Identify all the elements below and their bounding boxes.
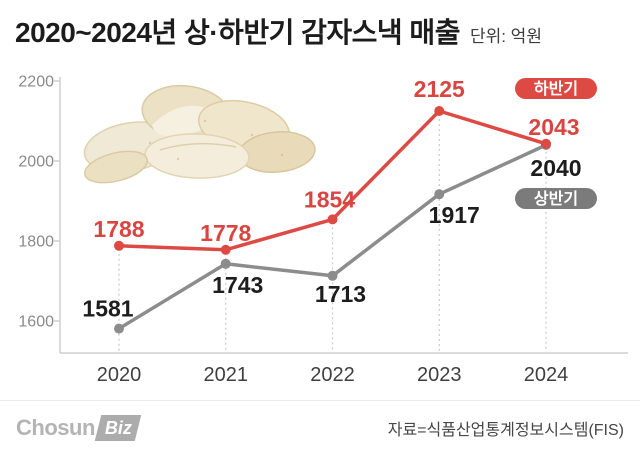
- potato-chips-image: [83, 84, 316, 184]
- logo-text-biz: Biz: [104, 417, 132, 437]
- data-point-first-half-2020: [114, 323, 124, 334]
- chosunbiz-logo: Chosun Biz: [16, 414, 142, 441]
- y-tick-label: 1800: [18, 234, 54, 251]
- data-point-second-half-2023: [434, 106, 445, 116]
- legend-badge-second-half: 하반기: [515, 78, 597, 99]
- x-axis-label: 2023: [417, 364, 462, 386]
- value-label-second-half-2024: 2043: [528, 114, 579, 140]
- value-label-first-half-2024: 2040: [530, 155, 581, 181]
- legend-badge-label: 하반기: [534, 80, 578, 98]
- sales-line-chart: 1600 1800 2000 2200 2020 2021 2022 2023 2024 1581…: [18, 74, 628, 386]
- value-label-first-half-2020: 1581: [82, 296, 133, 322]
- x-axis-label: 2024: [524, 364, 569, 386]
- value-label-second-half-2020: 1788: [93, 216, 144, 242]
- legend-badge-pill: [515, 78, 597, 99]
- legend-badge-first-half: 상반기: [515, 188, 597, 209]
- header: 2020~2024년 상·하반기 감자스낵 매출 단위: 억원: [15, 11, 625, 51]
- value-label-first-half-2022: 1713: [315, 281, 366, 307]
- value-label-second-half-2023: 2125: [414, 76, 465, 102]
- y-tick-label: 2000: [18, 154, 54, 171]
- legend-badge-pill: [515, 188, 597, 209]
- y-tick-label: 1600: [18, 314, 54, 331]
- footer: Chosun Biz 자료=식품산업통계정보시스템(FIS): [0, 400, 640, 454]
- data-point-second-half-2022: [327, 214, 338, 225]
- x-axis-label: 2021: [204, 364, 249, 386]
- value-label-first-half-2023: 1917: [429, 202, 480, 228]
- value-label-second-half-2021: 1778: [200, 220, 251, 246]
- data-point-first-half-2021: [220, 258, 231, 269]
- data-point-second-half-2024: [541, 138, 551, 149]
- legend-badge-label: 상반기: [534, 190, 578, 208]
- unit-label: 단위: 억원: [469, 27, 542, 46]
- data-point-first-half-2023: [434, 189, 445, 200]
- logo-text-chosun: Chosun: [16, 414, 95, 440]
- x-axis-label: 2022: [310, 364, 355, 386]
- page-title: 2020~2024년 상·하반기 감자스낵 매출: [15, 17, 460, 48]
- value-label-second-half-2022: 1854: [304, 186, 355, 212]
- value-label-first-half-2021: 1743: [212, 272, 263, 298]
- chart-area: 1600 1800 2000 2200 2020 2021 2022 2023 2024 1581…: [0, 55, 640, 400]
- y-tick-label: 2200: [18, 74, 54, 91]
- data-source-text: 자료=식품산업통계정보시스템(FIS): [387, 421, 624, 439]
- logo-biz-badge: Biz: [94, 414, 142, 441]
- data-point-second-half-2021: [220, 244, 231, 255]
- data-point-second-half-2020: [114, 240, 124, 251]
- data-point-first-half-2022: [327, 270, 338, 281]
- x-axis-label: 2020: [97, 364, 142, 386]
